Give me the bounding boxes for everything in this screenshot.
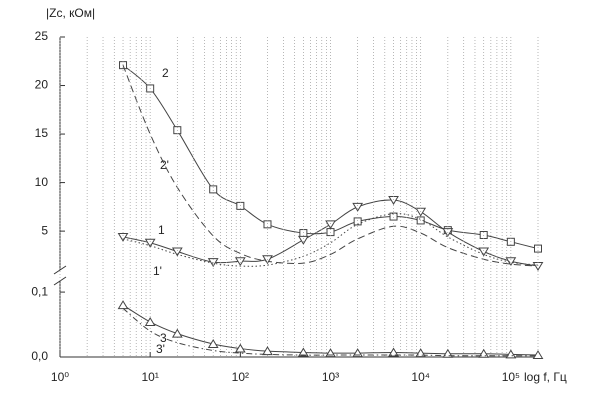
y-tick-label: 0,0 [31, 349, 48, 363]
marker [144, 238, 156, 248]
y-tick-label: 15 [35, 126, 49, 140]
series-label: 1' [153, 264, 162, 278]
marker [207, 339, 219, 349]
marker [117, 232, 129, 242]
series-label: 1 [158, 223, 165, 237]
marker [262, 346, 273, 356]
y-tick-label: 10 [35, 175, 49, 189]
series-line [122, 64, 539, 267]
marker [144, 316, 156, 326]
marker [171, 328, 183, 338]
series-line [122, 307, 538, 357]
x-tick-label: 10² [232, 370, 249, 384]
marker [117, 300, 129, 310]
y-tick-label: 0,1 [31, 284, 48, 298]
y-tick-label: 20 [35, 78, 49, 92]
x-tick-label: 10⁴ [411, 370, 430, 384]
y-tick-label: 25 [35, 29, 49, 43]
marker [534, 244, 542, 253]
marker [297, 347, 309, 357]
series-label: 3' [156, 342, 165, 356]
y-tick-label: 5 [41, 223, 48, 237]
x-tick-label: 10¹ [141, 370, 158, 384]
x-axis-title: log f, Гц [524, 370, 567, 384]
marker [478, 247, 490, 257]
series-label: 2 [162, 66, 169, 80]
marker [325, 220, 336, 230]
x-tick-label: 10³ [322, 370, 339, 384]
marker [388, 347, 399, 357]
axis-break [53, 265, 67, 275]
x-tick-label: 10⁰ [51, 370, 69, 384]
marker [209, 185, 218, 194]
marker [352, 202, 364, 212]
y-axis-title: |Zc, кОм| [46, 6, 95, 20]
marker [532, 350, 544, 360]
marker [234, 343, 246, 353]
marker [234, 257, 246, 267]
series-line [122, 304, 539, 356]
series-label: 2' [160, 158, 169, 172]
marker [297, 235, 309, 245]
x-tick-label: 10⁵ [502, 370, 520, 384]
